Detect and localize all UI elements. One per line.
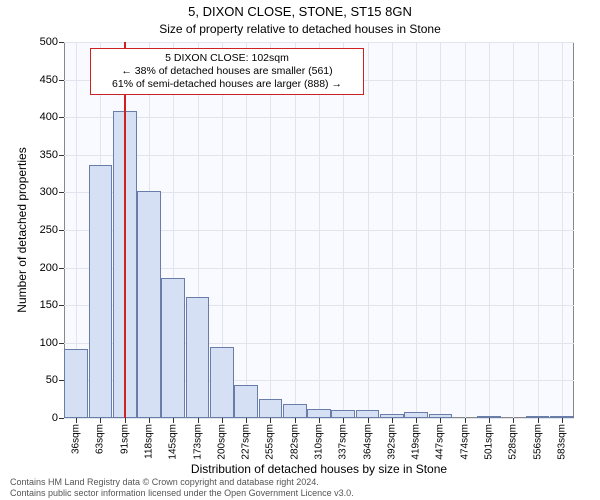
annotation-box: 5 DIXON CLOSE: 102sqm ← 38% of detached … bbox=[90, 48, 364, 95]
xtick-label: 337sqm bbox=[338, 424, 349, 460]
chart-subtitle: Size of property relative to detached ho… bbox=[0, 22, 600, 36]
annotation-line2: ← 38% of detached houses are smaller (56… bbox=[97, 65, 357, 78]
bar bbox=[234, 385, 258, 418]
xtick-label: 63sqm bbox=[95, 424, 106, 454]
xtick-label: 528sqm bbox=[508, 424, 519, 460]
xtick-label: 447sqm bbox=[435, 424, 446, 460]
xtick-label: 419sqm bbox=[411, 424, 422, 460]
ytick-label: 400 bbox=[40, 111, 58, 123]
footer-line2: Contains public sector information licen… bbox=[10, 488, 354, 498]
bar bbox=[210, 347, 234, 418]
xtick-label: 118sqm bbox=[144, 424, 155, 459]
bar bbox=[331, 410, 355, 418]
bar bbox=[356, 410, 380, 418]
bar bbox=[186, 297, 210, 418]
bar bbox=[259, 399, 283, 418]
xtick-label: 173sqm bbox=[192, 424, 203, 460]
ytick-label: 300 bbox=[40, 186, 58, 198]
xtick-label: 227sqm bbox=[241, 424, 252, 460]
annotation-line3: 61% of semi-detached houses are larger (… bbox=[97, 78, 357, 91]
bar bbox=[283, 404, 307, 418]
xtick-label: 255sqm bbox=[265, 424, 276, 460]
footer-line1: Contains HM Land Registry data © Crown c… bbox=[10, 477, 354, 487]
plot-area: 050100150200250300350400450500 36sqm63sq… bbox=[64, 42, 574, 418]
xtick-label: 200sqm bbox=[216, 424, 227, 460]
y-axis-title: Number of detached properties bbox=[16, 42, 28, 418]
xtick-label: 501sqm bbox=[484, 424, 495, 460]
xtick-label: 364sqm bbox=[362, 424, 373, 460]
xtick-label: 310sqm bbox=[314, 424, 325, 460]
x-axis-title: Distribution of detached houses by size … bbox=[64, 462, 574, 476]
bar bbox=[137, 191, 161, 418]
ytick-label: 200 bbox=[40, 262, 58, 274]
ytick-label: 150 bbox=[40, 299, 58, 311]
bar bbox=[64, 349, 88, 418]
annotation-line1: 5 DIXON CLOSE: 102sqm bbox=[97, 52, 357, 65]
ytick-label: 450 bbox=[40, 74, 58, 86]
bar bbox=[307, 409, 331, 418]
xtick-label: 36sqm bbox=[71, 424, 82, 454]
xtick-label: 282sqm bbox=[289, 424, 300, 460]
bar bbox=[89, 165, 113, 418]
ytick-label: 50 bbox=[46, 374, 58, 386]
xtick-label: 145sqm bbox=[168, 424, 179, 460]
xtick-label: 583sqm bbox=[556, 424, 567, 460]
bar bbox=[161, 278, 185, 418]
ytick-label: 500 bbox=[40, 36, 58, 48]
ytick-label: 350 bbox=[40, 149, 58, 161]
xtick-label: 91sqm bbox=[119, 424, 130, 454]
xtick-label: 556sqm bbox=[532, 424, 543, 460]
ytick-label: 0 bbox=[52, 412, 58, 424]
xtick-label: 392sqm bbox=[386, 424, 397, 460]
footer: Contains HM Land Registry data © Crown c… bbox=[10, 477, 354, 498]
ytick-label: 250 bbox=[40, 224, 58, 236]
ytick-label: 100 bbox=[40, 337, 58, 349]
xtick-label: 474sqm bbox=[459, 424, 470, 460]
chart-title: 5, DIXON CLOSE, STONE, ST15 8GN bbox=[0, 4, 600, 19]
